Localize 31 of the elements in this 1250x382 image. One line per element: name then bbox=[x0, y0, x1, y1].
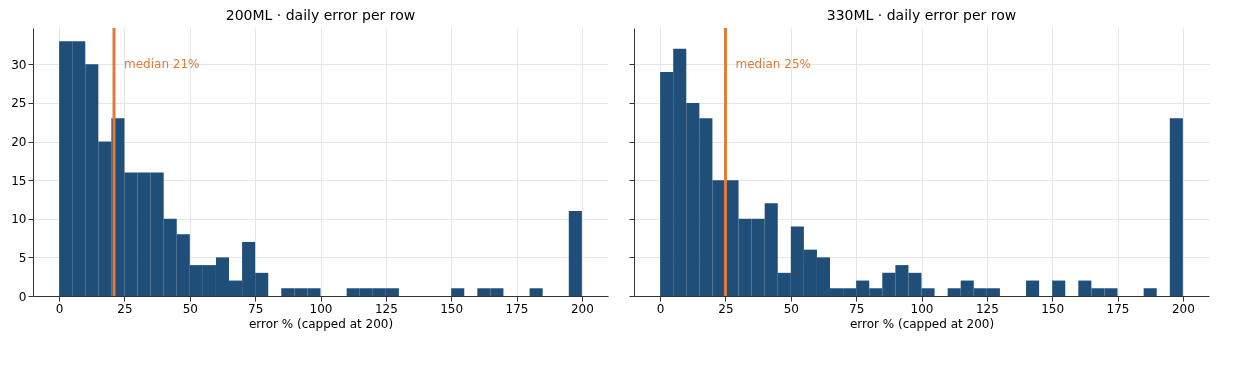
x-axis-title: error % (capped at 200) bbox=[248, 316, 394, 331]
y-tick-label: 20 bbox=[11, 135, 27, 150]
x-tick-label: 175 bbox=[1106, 301, 1130, 316]
x-axis-title: error % (capped at 200) bbox=[849, 316, 995, 331]
y-tick-label: 5 bbox=[18, 250, 27, 265]
x-tick-label: 25 bbox=[718, 301, 734, 316]
x-tick-label: 100 bbox=[309, 301, 333, 316]
x-tick-label: 0 bbox=[656, 301, 665, 316]
y-tick-label: 25 bbox=[11, 96, 27, 111]
x-tick-label: 125 bbox=[975, 301, 999, 316]
chart-title: 200ML · daily error per row bbox=[225, 6, 416, 23]
x-tick-label: 75 bbox=[849, 301, 865, 316]
x-tick-label: 25 bbox=[117, 301, 133, 316]
ref-line-label: median 21% bbox=[124, 57, 200, 71]
x-tick-label: 100 bbox=[910, 301, 934, 316]
x-tick-label: 50 bbox=[783, 301, 799, 316]
x-tick-label: 50 bbox=[182, 301, 198, 316]
chart-title: 330ML · daily error per row bbox=[826, 6, 1017, 23]
x-tick-label: 125 bbox=[374, 301, 398, 316]
x-tick-label: 150 bbox=[440, 301, 464, 316]
x-tick-label: 175 bbox=[505, 301, 529, 316]
x-tick-label: 75 bbox=[248, 301, 264, 316]
y-tick-label: 10 bbox=[11, 212, 27, 227]
y-tick-label: 0 bbox=[18, 289, 27, 304]
y-tick-label: 30 bbox=[11, 57, 27, 72]
ref-line-label: median 25% bbox=[735, 57, 811, 71]
y-tick-label: 15 bbox=[11, 173, 27, 188]
x-tick-label: 200 bbox=[570, 301, 594, 316]
x-tick-label: 150 bbox=[1041, 301, 1065, 316]
x-tick-label: 200 bbox=[1171, 301, 1195, 316]
x-tick-label: 0 bbox=[55, 301, 64, 316]
